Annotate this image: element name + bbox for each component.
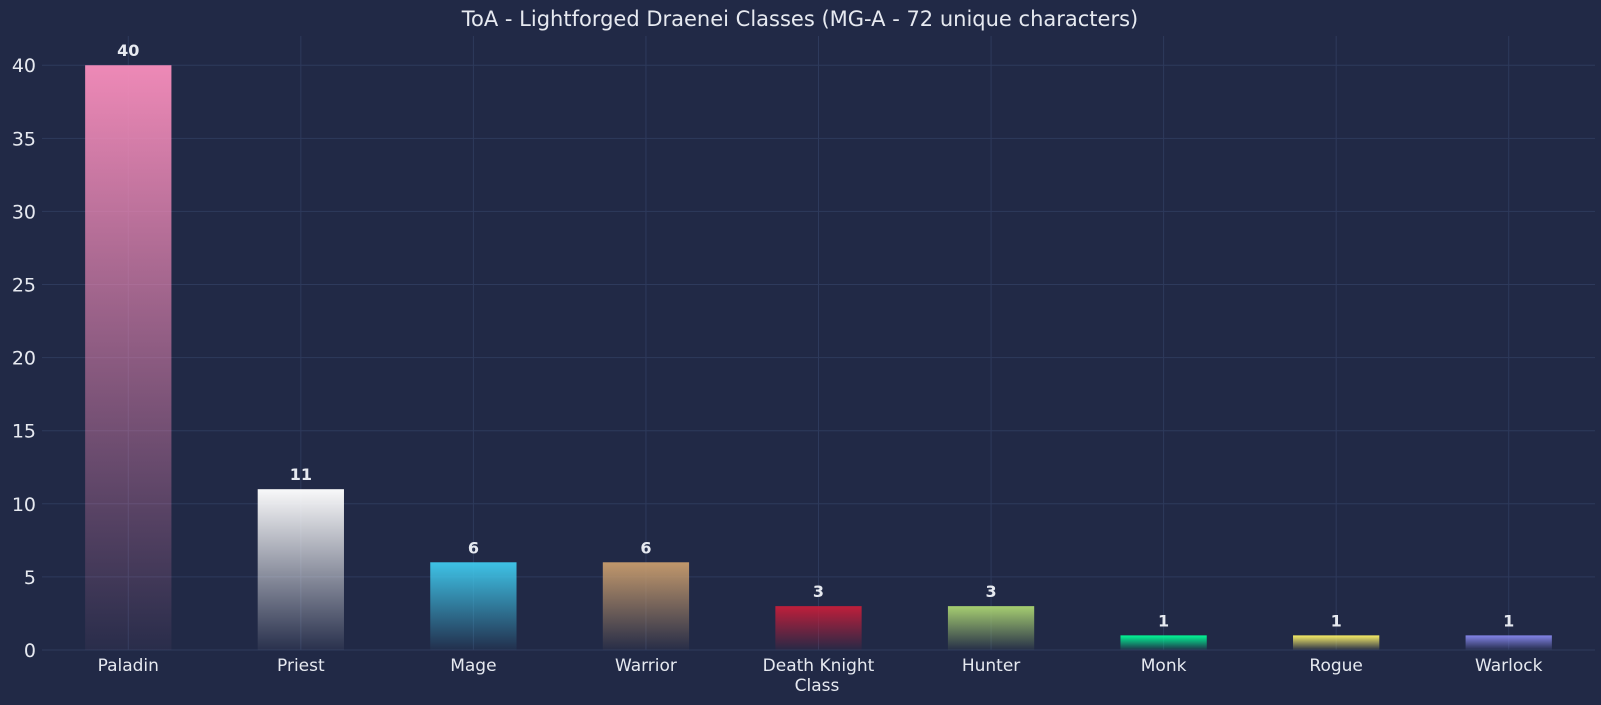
- y-tick-label: 0: [24, 640, 36, 662]
- bar-paladin: [85, 65, 172, 650]
- x-tick-label: Warrior: [615, 656, 677, 676]
- x-tick-label: Death Knight: [763, 656, 875, 676]
- value-label: 6: [640, 538, 651, 557]
- y-axis-ticks: 0 5 10 15 20 25 30 35 40: [12, 55, 36, 662]
- chart-title: ToA - Lightforged Draenei Classes (MG-A …: [461, 7, 1138, 31]
- x-tick-label: Monk: [1141, 656, 1187, 676]
- value-label: 11: [290, 465, 312, 484]
- grid-lines: [42, 36, 1595, 651]
- y-tick-label: 30: [12, 201, 36, 223]
- y-tick-label: 40: [12, 55, 36, 77]
- bar-priest: [257, 489, 344, 650]
- x-tick-label: Mage: [450, 656, 496, 676]
- bar-warrior: [602, 562, 690, 650]
- value-label: 1: [1331, 611, 1342, 630]
- bar-death-knight: [775, 606, 862, 650]
- bars: [85, 65, 1552, 650]
- value-label: 3: [813, 582, 824, 601]
- value-label: 40: [117, 41, 139, 60]
- y-tick-label: 10: [12, 494, 36, 516]
- y-tick-label: 20: [12, 348, 36, 370]
- x-tick-label: Hunter: [962, 656, 1020, 676]
- y-tick-label: 15: [12, 421, 36, 443]
- value-label: 3: [985, 582, 996, 601]
- x-axis-label: Class: [795, 676, 840, 696]
- bar-monk: [1120, 635, 1207, 650]
- x-tick-label: Rogue: [1309, 656, 1362, 676]
- bar-warlock: [1465, 635, 1552, 650]
- bar-hunter: [947, 606, 1035, 650]
- x-tick-label: Warlock: [1475, 656, 1543, 676]
- y-tick-label: 35: [12, 128, 36, 150]
- x-axis-ticks: Paladin Priest Mage Warrior Death Knight Hunt…: [98, 656, 1543, 676]
- value-label: 6: [468, 538, 479, 557]
- value-label: 1: [1503, 611, 1514, 630]
- x-tick-label: Paladin: [98, 656, 159, 676]
- bar-mage: [430, 562, 517, 650]
- x-tick-label: Priest: [277, 656, 325, 676]
- value-label: 1: [1158, 611, 1169, 630]
- bar-rogue: [1293, 635, 1380, 650]
- y-tick-label: 5: [24, 567, 36, 589]
- y-tick-label: 25: [12, 275, 36, 297]
